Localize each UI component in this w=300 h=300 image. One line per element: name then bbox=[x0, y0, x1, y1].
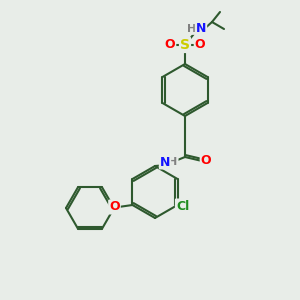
Text: O: O bbox=[201, 154, 211, 167]
Text: Cl: Cl bbox=[176, 200, 189, 212]
Text: N: N bbox=[160, 155, 170, 169]
Text: O: O bbox=[109, 200, 120, 214]
Text: N: N bbox=[196, 22, 206, 35]
Text: O: O bbox=[195, 38, 205, 52]
Text: H: H bbox=[168, 157, 178, 167]
Text: O: O bbox=[165, 38, 175, 52]
Text: S: S bbox=[180, 38, 190, 52]
Text: H: H bbox=[188, 24, 196, 34]
